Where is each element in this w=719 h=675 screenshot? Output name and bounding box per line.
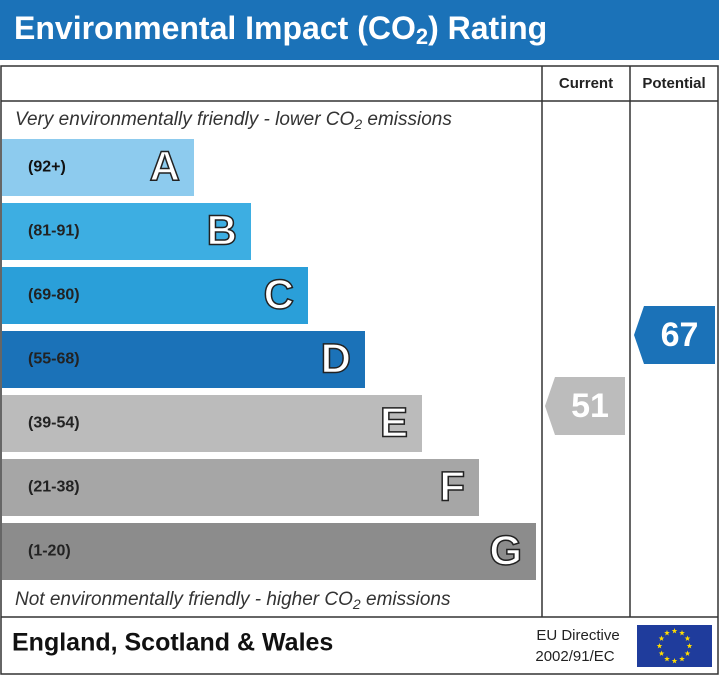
column-header: Potential [642,75,705,92]
band-range: (92+) [28,159,66,176]
column-header: Current [559,75,613,92]
note-text: Very environmentally friendly - lower CO [15,109,355,130]
rating-arrow [634,306,715,364]
flag-star [684,650,691,656]
note-sub: 2 [352,596,361,612]
rating-value: 67 [661,316,699,354]
band-range: (21-38) [28,479,80,496]
flag-star [684,635,691,641]
flag-star [671,628,678,634]
bottom-note: Not environmentally friendly - higher CO… [15,589,451,612]
flag-star [679,655,685,662]
directive: EU Directive [536,627,619,644]
note-sub: 2 [353,116,362,132]
eu-flag [637,625,712,667]
band-letter: C [264,271,294,318]
flag-star [679,630,685,636]
band [2,203,251,260]
rating-arrow [545,377,625,435]
band [2,267,308,324]
title-sub: 2 [416,24,428,49]
note-text: Not environmentally friendly - higher CO [15,589,353,610]
flag-star [656,643,663,649]
band-letter: G [489,527,522,574]
title: Environmental Impact (CO2) Rating [14,10,547,48]
flag-star [658,635,665,641]
title-text: ) Rating [428,10,547,46]
band [2,395,422,452]
band-range: (81-91) [28,223,80,240]
band-letter: B [207,207,237,254]
band-letter: A [150,143,180,190]
band-letter: D [321,335,351,382]
rating-value: 51 [571,387,609,425]
band-letter: F [439,463,465,510]
flag-star [664,630,670,636]
band [2,459,479,516]
band-letter: E [380,399,408,446]
title-bar [0,0,719,60]
bands: (92+) A (81-91) B (69-80) C (55-68) D (39-54) E (2… [2,139,536,580]
directive: 2002/91/EC [535,648,614,665]
band [2,139,194,196]
flag-star [658,650,665,656]
band-range: (55-68) [28,351,80,368]
note-text: emissions [362,109,452,130]
flag-star [686,643,693,649]
frame [0,65,719,675]
top-note: Very environmentally friendly - lower CO… [15,109,452,132]
region: England, Scotland & Wales [12,629,333,657]
flag-star [664,655,670,662]
band [2,331,365,388]
band-range: (69-80) [28,287,80,304]
band-range: (39-54) [28,415,80,432]
band [2,523,536,580]
title-text: Environmental Impact (CO [14,10,416,46]
note-text: emissions [361,589,451,610]
flag-star [671,658,678,664]
band-range: (1-20) [28,543,71,560]
